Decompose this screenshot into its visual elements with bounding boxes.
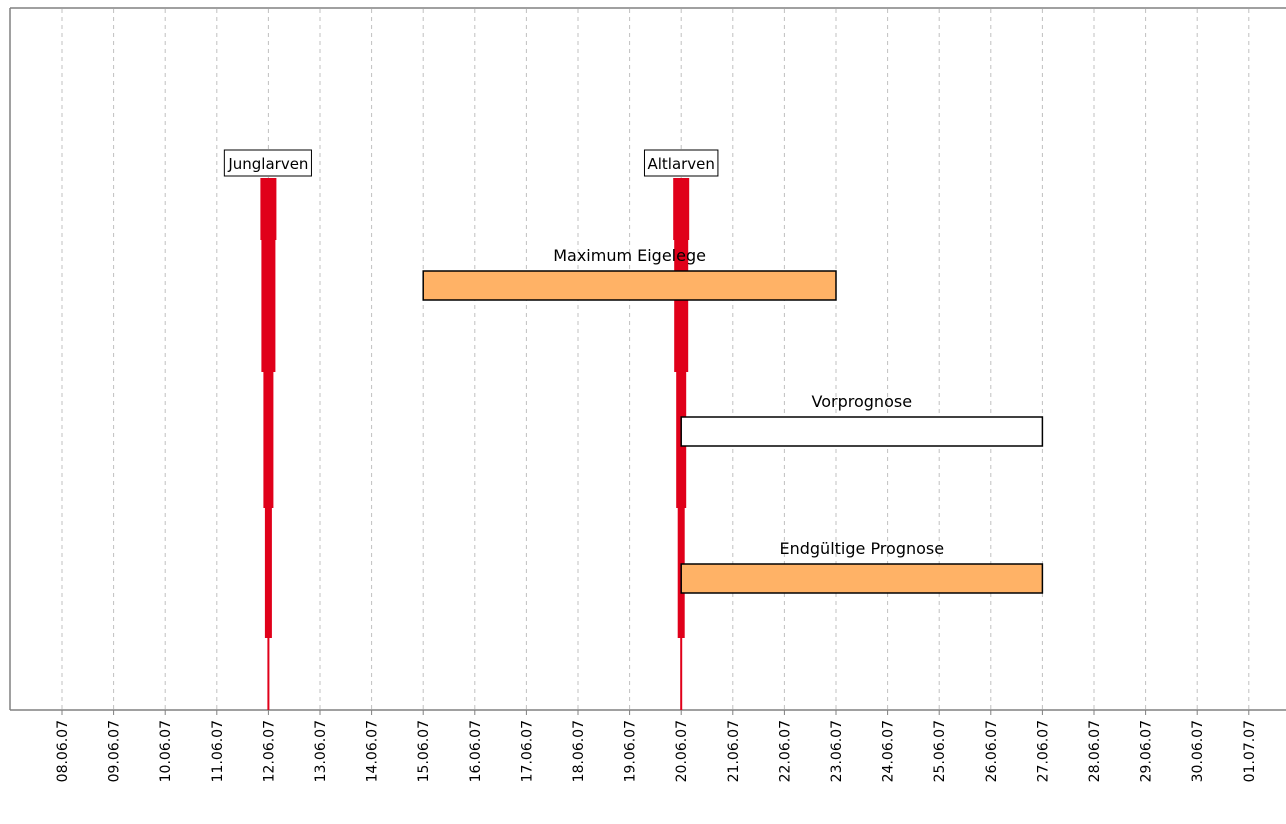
marker-junglarven: Junglarven <box>223 149 312 710</box>
marker-segment <box>263 372 274 508</box>
gantt-bar-label: Vorprognose <box>812 392 913 411</box>
x-tick-label: 01.07.07 <box>1242 720 1258 782</box>
marker-label-box <box>223 149 312 177</box>
gantt-bar-group: Endgültige Prognose <box>680 539 1044 594</box>
gantt-bar-label: Endgültige Prognose <box>779 539 944 558</box>
x-tick-label: 15.06.07 <box>416 720 432 782</box>
x-tick-label: 14.06.07 <box>365 720 381 782</box>
x-tick-label: 28.06.07 <box>1087 720 1103 782</box>
marker-segment <box>673 178 690 240</box>
bar-layer: Maximum Eigelege Vorprognose Endgültige Pr… <box>422 246 1044 594</box>
gantt-bar-group: Vorprognose <box>680 392 1044 447</box>
x-tick-label: 10.06.07 <box>158 720 174 782</box>
x-tick-label: 20.06.07 <box>674 720 690 782</box>
x-tick-label: 18.06.07 <box>571 720 587 782</box>
marker-segment <box>680 638 683 710</box>
x-tick-label: 16.06.07 <box>468 720 484 782</box>
x-tick-label: 26.06.07 <box>984 720 1000 782</box>
x-tick-label: 24.06.07 <box>881 720 897 782</box>
marker-segment <box>267 638 270 710</box>
marker-label: Altlarven <box>647 155 714 173</box>
marker-layer: Junglarven Altlarven <box>223 149 719 710</box>
x-tick-label: 22.06.07 <box>777 720 793 782</box>
x-tick-label: 21.06.07 <box>726 720 742 782</box>
gantt-bar-group: Maximum Eigelege <box>422 246 837 301</box>
x-tick-label: 23.06.07 <box>829 720 845 782</box>
x-tick-label: 25.06.07 <box>932 720 948 782</box>
x-tick-label: 30.06.07 <box>1190 720 1206 782</box>
x-tick-label: 11.06.07 <box>210 720 226 782</box>
marker-label-box <box>643 149 719 177</box>
x-tick-label: 12.06.07 <box>261 720 277 782</box>
marker-segment <box>260 178 277 240</box>
x-tick-label: 13.06.07 <box>313 720 329 782</box>
x-tick-label: 27.06.07 <box>1035 720 1051 782</box>
grid-layer <box>9 7 1286 711</box>
gantt-bar <box>422 270 837 301</box>
x-tick-label: 09.06.07 <box>107 720 123 782</box>
marker-segment <box>261 240 276 372</box>
x-tick-label: 29.06.07 <box>1139 720 1155 782</box>
gantt-bar <box>680 563 1044 594</box>
x-axis: 08.06.07 09.06.07 10.06.07 11.06.07 12.06.07… <box>55 710 1258 782</box>
x-tick-label: 08.06.07 <box>55 720 71 782</box>
marker-segment <box>264 508 272 638</box>
x-tick-label: 19.06.07 <box>623 720 639 782</box>
marker-label: Junglarven <box>227 155 308 173</box>
x-tick-label: 17.06.07 <box>519 720 535 782</box>
gantt-bar-label: Maximum Eigelege <box>553 246 706 265</box>
gantt-bar <box>680 416 1044 447</box>
